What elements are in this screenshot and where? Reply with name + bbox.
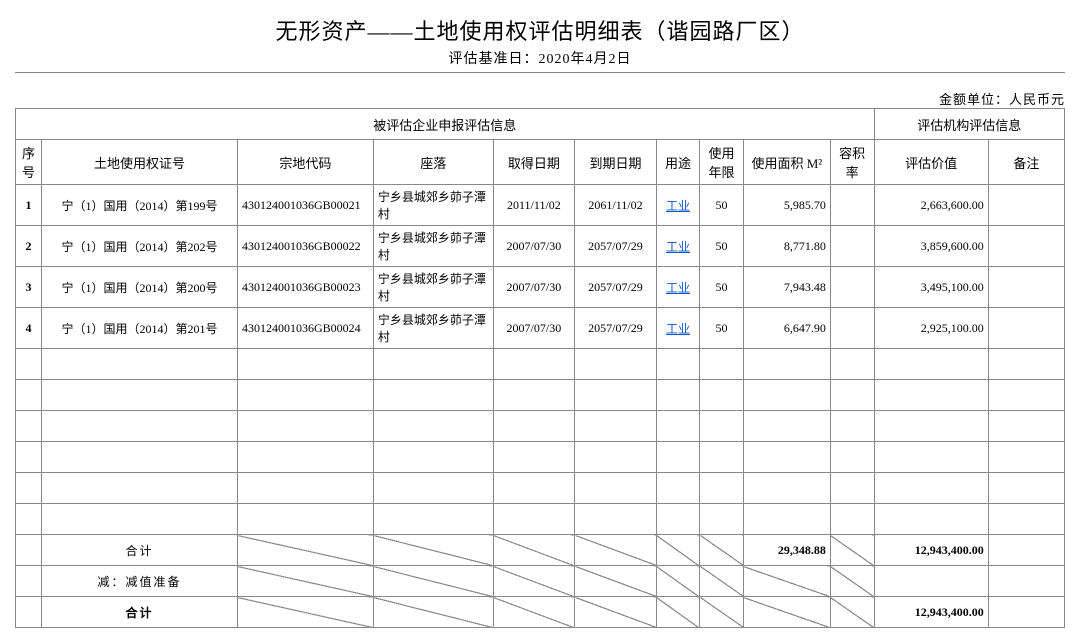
cell-ratio xyxy=(830,267,874,308)
cell-loc: 宁乡县城郊乡茆子潭村 xyxy=(373,308,493,349)
cell-exp: 2057/07/29 xyxy=(575,308,657,349)
cell-acq: 2011/11/02 xyxy=(493,185,575,226)
cell-area: 8,771.80 xyxy=(743,226,830,267)
cell-loc: 宁乡县城郊乡茆子潭村 xyxy=(373,185,493,226)
col-use: 用途 xyxy=(656,140,700,185)
cell-note xyxy=(988,308,1064,349)
sum-value: 12,943,400.00 xyxy=(874,535,988,566)
cell-code: 430124001036GB00021 xyxy=(237,185,373,226)
group-header-row: 被评估企业申报评估信息 评估机构评估信息 xyxy=(16,109,1065,140)
table-row-sum: 合计 29,348.88 12,943,400.00 xyxy=(16,535,1065,566)
col-acq: 取得日期 xyxy=(493,140,575,185)
grand-value: 12,943,400.00 xyxy=(874,597,988,628)
cell-years: 50 xyxy=(700,267,744,308)
cell-area: 6,647.90 xyxy=(743,308,830,349)
col-value: 评估价值 xyxy=(874,140,988,185)
cell-seq: 2 xyxy=(16,226,42,267)
cell-seq: 1 xyxy=(16,185,42,226)
column-header-row: 序号 土地使用权证号 宗地代码 座落 取得日期 到期日期 用途 使用年限 使用面… xyxy=(16,140,1065,185)
col-area: 使用面积 M² xyxy=(743,140,830,185)
cell-value: 3,495,100.00 xyxy=(874,267,988,308)
cell-note xyxy=(988,185,1064,226)
table-row-empty xyxy=(16,473,1065,504)
table-row-empty xyxy=(16,411,1065,442)
table-row-grand: 合计 12,943,400.00 xyxy=(16,597,1065,628)
table-row-empty xyxy=(16,349,1065,380)
cell-value: 2,925,100.00 xyxy=(874,308,988,349)
col-note: 备注 xyxy=(988,140,1064,185)
cell-area: 5,985.70 xyxy=(743,185,830,226)
table-row-empty xyxy=(16,380,1065,411)
cell-use: 工业 xyxy=(656,226,700,267)
table-row: 3宁（1）国用（2014）第200号430124001036GB00023宁乡县… xyxy=(16,267,1065,308)
cell-seq: 3 xyxy=(16,267,42,308)
cell-years: 50 xyxy=(700,226,744,267)
cell-value: 2,663,600.00 xyxy=(874,185,988,226)
cell-exp: 2057/07/29 xyxy=(575,226,657,267)
cell-code: 430124001036GB00024 xyxy=(237,308,373,349)
grand-label: 合计 xyxy=(42,597,238,628)
table-row-empty xyxy=(16,442,1065,473)
cell-code: 430124001036GB00022 xyxy=(237,226,373,267)
group-header-left: 被评估企业申报评估信息 xyxy=(16,109,875,140)
page-subtitle: 评估基准日：2020年4月2日 xyxy=(15,48,1065,73)
cell-ratio xyxy=(830,226,874,267)
cell-ratio xyxy=(830,185,874,226)
cell-loc: 宁乡县城郊乡茆子潭村 xyxy=(373,267,493,308)
cell-acq: 2007/07/30 xyxy=(493,226,575,267)
col-exp: 到期日期 xyxy=(575,140,657,185)
cell-note xyxy=(988,267,1064,308)
unit-label: 金额单位：人民币元 xyxy=(15,89,1065,108)
table-row: 1宁（1）国用（2014）第199号430124001036GB00021宁乡县… xyxy=(16,185,1065,226)
col-ratio: 容积率 xyxy=(830,140,874,185)
col-years: 使用年限 xyxy=(700,140,744,185)
table-row-empty xyxy=(16,504,1065,535)
page-title: 无形资产——土地使用权评估明细表（谐园路厂区） xyxy=(15,14,1065,46)
cell-loc: 宁乡县城郊乡茆子潭村 xyxy=(373,226,493,267)
cell-use: 工业 xyxy=(656,185,700,226)
table-row-less: 减：减值准备 xyxy=(16,566,1065,597)
cell-value: 3,859,600.00 xyxy=(874,226,988,267)
cell-area: 7,943.48 xyxy=(743,267,830,308)
table-row: 4宁（1）国用（2014）第201号430124001036GB00024宁乡县… xyxy=(16,308,1065,349)
cell-cert: 宁（1）国用（2014）第200号 xyxy=(42,267,238,308)
cell-exp: 2057/07/29 xyxy=(575,267,657,308)
cell-use: 工业 xyxy=(656,267,700,308)
valuation-table: 被评估企业申报评估信息 评估机构评估信息 序号 土地使用权证号 宗地代码 座落 … xyxy=(15,108,1065,628)
cell-exp: 2061/11/02 xyxy=(575,185,657,226)
table-row: 2宁（1）国用（2014）第202号430124001036GB00022宁乡县… xyxy=(16,226,1065,267)
cell-seq: 4 xyxy=(16,308,42,349)
cell-ratio xyxy=(830,308,874,349)
sum-label: 合计 xyxy=(42,535,238,566)
col-seq: 序号 xyxy=(16,140,42,185)
cell-code: 430124001036GB00023 xyxy=(237,267,373,308)
cell-years: 50 xyxy=(700,185,744,226)
cell-use: 工业 xyxy=(656,308,700,349)
less-label: 减：减值准备 xyxy=(42,566,238,597)
group-header-right: 评估机构评估信息 xyxy=(874,109,1064,140)
cell-cert: 宁（1）国用（2014）第202号 xyxy=(42,226,238,267)
sum-area: 29,348.88 xyxy=(743,535,830,566)
table-totals: 合计 29,348.88 12,943,400.00 减：减值准备 合计 12,… xyxy=(16,535,1065,628)
cell-years: 50 xyxy=(700,308,744,349)
cell-note xyxy=(988,226,1064,267)
col-code: 宗地代码 xyxy=(237,140,373,185)
cell-cert: 宁（1）国用（2014）第199号 xyxy=(42,185,238,226)
cell-acq: 2007/07/30 xyxy=(493,308,575,349)
cell-cert: 宁（1）国用（2014）第201号 xyxy=(42,308,238,349)
col-loc: 座落 xyxy=(373,140,493,185)
col-cert: 土地使用权证号 xyxy=(42,140,238,185)
cell-acq: 2007/07/30 xyxy=(493,267,575,308)
